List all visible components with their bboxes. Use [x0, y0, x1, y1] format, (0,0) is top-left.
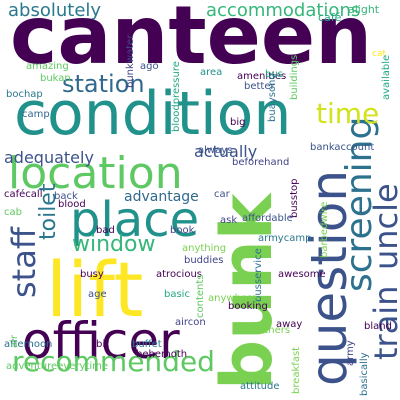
word-buaysong: buaysong	[267, 73, 278, 122]
word-bad: bad	[96, 225, 115, 236]
word-station: station	[62, 70, 145, 98]
word-ask: ask	[220, 215, 238, 226]
word-back: back	[54, 191, 78, 202]
word-afternoon: afternoon	[4, 339, 53, 350]
word-window: window	[72, 232, 156, 257]
word-attitude: attitude	[240, 381, 280, 392]
word-adventureeverytime: adventureeverytime	[6, 361, 109, 372]
word-anywhere: anywhere	[208, 293, 258, 304]
word-bus: bus	[265, 69, 283, 80]
word-big: big	[230, 117, 246, 128]
word-air: air	[9, 334, 20, 348]
word-bukan: bukan	[40, 73, 71, 84]
word-anything: anything	[182, 243, 227, 254]
word-breakfast: breakfast	[291, 346, 302, 394]
word-cafecall: cafécall	[4, 189, 43, 200]
word-amenities: amenities	[237, 71, 287, 82]
word-bloodpressure: bloodpressure	[171, 61, 182, 132]
word-bochap: bochap	[6, 89, 43, 100]
word-aircon: aircon	[175, 317, 206, 328]
word-car: car	[214, 189, 230, 200]
word-barbedwire: barbedwire	[319, 201, 330, 258]
word-book: book	[170, 225, 195, 236]
word-brothers: brothers	[248, 325, 291, 336]
word-lift: lift	[46, 245, 144, 334]
word-cat: cat	[372, 49, 386, 59]
word-time: time	[316, 97, 380, 130]
word-amazing: amazing	[26, 61, 69, 72]
word-bankaccount: bankaccount	[310, 142, 375, 153]
word-always: always	[198, 145, 233, 156]
word-better: better	[244, 81, 275, 92]
word-cafe: café	[318, 11, 342, 24]
word-accommodations: accommodations	[206, 0, 361, 21]
word-busy: busy	[80, 269, 104, 280]
word-contents: contents	[195, 274, 206, 319]
word-basic: basic	[164, 289, 190, 300]
word-away: away	[276, 319, 303, 330]
word-absolutely: absolutely	[8, 0, 102, 21]
word-bit: bit	[96, 339, 110, 350]
word-atrocious: atrocious	[156, 269, 203, 280]
word-area: area	[200, 67, 223, 78]
word-bunkwater: bunkwater	[125, 34, 136, 88]
word-blood: blood	[58, 199, 86, 210]
word-condition: condition	[14, 79, 292, 149]
word-adequately: adequately	[4, 148, 94, 167]
word-available: available	[381, 54, 392, 100]
word-booking: booking	[228, 301, 268, 312]
word-canteen: canteen	[10, 0, 373, 82]
word-location: location	[8, 148, 183, 199]
word-age: age	[88, 289, 107, 300]
word-basically: basically	[359, 352, 370, 396]
word-alight: alight	[348, 3, 380, 16]
word-ago: ago	[140, 61, 159, 72]
word-beforehand: beforehand	[232, 157, 290, 168]
word-advantage: advantage	[124, 189, 199, 205]
word-army: army	[345, 340, 356, 366]
word-officer: officer	[22, 312, 180, 370]
word-behemoth: behemoth	[136, 349, 188, 360]
word-awesome: awesome	[278, 269, 326, 280]
word-recommended: recommended	[12, 345, 215, 378]
word-affordable: affordable	[242, 213, 293, 224]
word-camp: camp	[22, 109, 50, 120]
word-actually: actually	[194, 142, 258, 161]
word-cab: cab	[4, 207, 22, 218]
word-bland: bland	[364, 321, 392, 332]
word-armycamp: armycamp	[258, 233, 312, 244]
word-buddies: buddies	[184, 255, 224, 266]
word-buildings: buildings	[289, 54, 300, 100]
word-buffet: buffet	[132, 339, 162, 350]
word-place: place	[70, 192, 200, 248]
word-uncle: uncle	[367, 183, 400, 270]
